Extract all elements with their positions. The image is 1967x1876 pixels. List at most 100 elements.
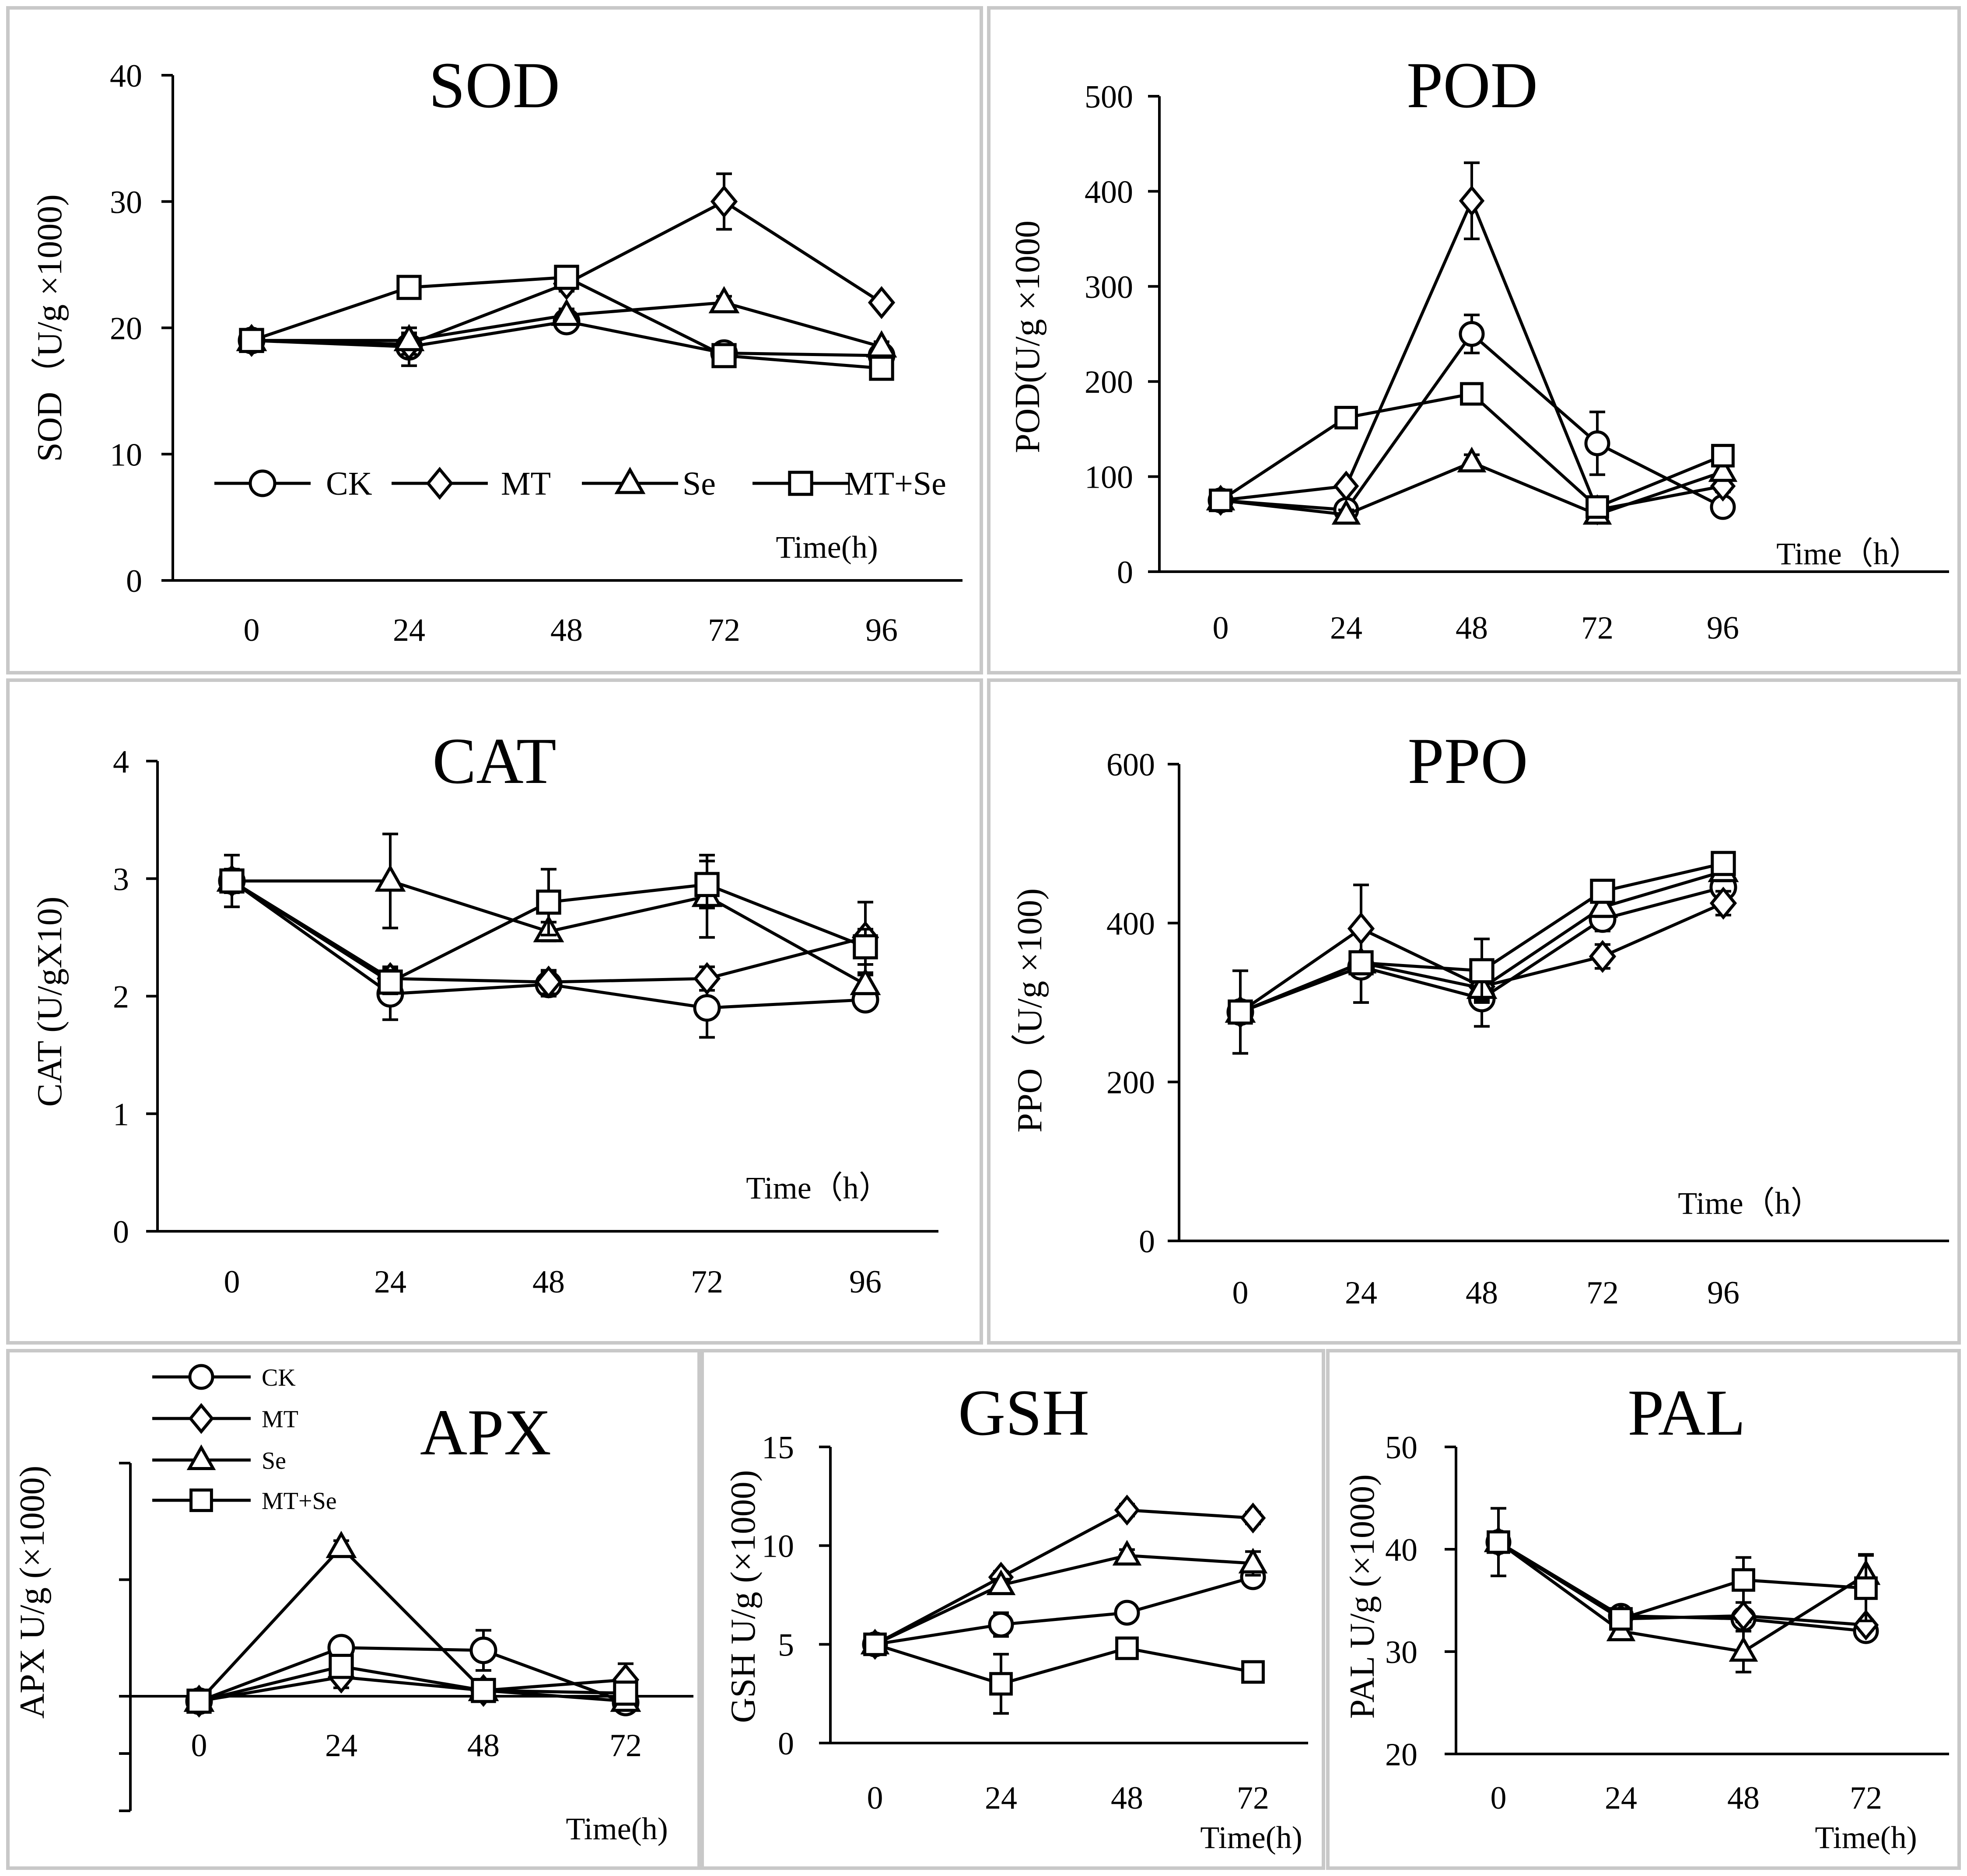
pal-y-tick-label: 50 [1385, 1430, 1418, 1466]
legend-label: CK [262, 1364, 296, 1391]
pod-x-tick-label: 96 [1707, 610, 1739, 646]
sod-point-square [711, 343, 737, 368]
gsh-point-square [1241, 1660, 1265, 1684]
gsh-point-diamond [1114, 1495, 1140, 1526]
sod-y-tick-label: 0 [126, 563, 142, 599]
ppo-point-triangle [1587, 891, 1618, 918]
apx-point-square [471, 1678, 496, 1703]
pod-y-tick-label: 100 [1085, 460, 1133, 496]
gsh-x-tick-label: 48 [1111, 1780, 1143, 1816]
cat-y-tick-label: 3 [113, 862, 129, 898]
ppo-point-square [1469, 958, 1494, 984]
gsh-x-tick-label: 0 [867, 1780, 883, 1816]
sod-point-diamond [868, 286, 896, 319]
panel-frame-7 [1326, 1349, 1961, 1870]
cat-x-axis-label: Time（h） [746, 1170, 890, 1205]
ppo-title: PPO [1407, 725, 1528, 797]
ppo-y-tick-label: 200 [1106, 1065, 1155, 1101]
apx-series-mt-se [186, 1654, 638, 1714]
ppo-x-tick-label: 0 [1232, 1275, 1249, 1311]
ppo-y-tick-label: 0 [1139, 1224, 1155, 1260]
gsh-point-square [1115, 1636, 1139, 1660]
sod-point-square [554, 265, 579, 290]
gsh-x-tick-label: 24 [985, 1780, 1017, 1816]
pod-x-tick-label: 72 [1581, 610, 1614, 646]
panel-frame-5 [6, 1349, 701, 1870]
pal-y-tick-label: 20 [1385, 1737, 1418, 1773]
pal-point-square [1487, 1530, 1510, 1554]
ppo-y-tick-label: 400 [1106, 906, 1155, 942]
legend-label: MT+Se [262, 1488, 337, 1515]
cat-point-triangle [374, 864, 406, 892]
pal-title: PAL [1628, 1376, 1746, 1449]
legend-marker-diamond [188, 1403, 214, 1434]
pod-x-tick-label: 24 [1330, 610, 1362, 646]
legend-marker-triangle [614, 467, 646, 494]
apx-line-MT+Se [199, 1665, 626, 1703]
apx-y-axis-label: APX U/g (×1000) [13, 1466, 52, 1719]
cat-x-tick-label: 48 [532, 1264, 565, 1300]
cat-y-axis-label: CAT (U/gX10) [31, 897, 69, 1107]
legend-marker-diamond [426, 467, 454, 500]
legend-label: MT [262, 1406, 298, 1433]
gsh-y-axis-label: GSH U/g (×1000) [724, 1470, 763, 1723]
pal-point-diamond [1730, 1600, 1757, 1631]
cat-title: CAT [432, 725, 556, 797]
pal-chart: PAL PAL U/g (×1000)20 30 40 50 0 24 48 72 Time(h) [1343, 1376, 1949, 1855]
legend-label: CK [326, 465, 372, 502]
gsh-point-circle [1114, 1600, 1140, 1626]
ppo-point-diamond [1347, 912, 1375, 945]
pod-x-tick-label: 48 [1456, 610, 1488, 646]
legend-marker-square [189, 1488, 213, 1512]
apx-x-tick-label: 24 [325, 1728, 357, 1764]
sod-point-diamond [710, 185, 738, 218]
sod-point-square [239, 328, 264, 353]
gsh-point-square [989, 1672, 1013, 1696]
sod-x-tick-label: 96 [865, 612, 898, 648]
gsh-chart: GSH GSH U/g (×1000) 0 5 10 15 0 24 48 72 Time(h) [724, 1376, 1308, 1855]
gsh-point-triangle [1238, 1548, 1268, 1574]
pal-point-square [1609, 1607, 1633, 1631]
cat-x-tick-label: 24 [374, 1264, 406, 1300]
legend-marker-circle [248, 469, 276, 497]
pod-y-tick-label: 400 [1085, 174, 1133, 210]
ppo-point-diamond [1709, 887, 1737, 920]
apx-x-tick-label: 48 [467, 1728, 500, 1764]
sod-series-mt-se [239, 265, 894, 381]
cat-point-square [536, 889, 561, 915]
ppo-x-tick-label: 72 [1586, 1275, 1619, 1311]
cat-series-mt-se [219, 859, 878, 996]
pod-point-square [1334, 405, 1358, 430]
cat-chart: CAT CAT (U/gX10) 0 1 2 3 4 0 24 48 72 96 Time（h） [31, 725, 938, 1300]
pal-y-tick-label: 30 [1385, 1635, 1418, 1670]
pod-y-tick-label: 300 [1085, 269, 1133, 305]
pal-x-tick-label: 0 [1491, 1780, 1507, 1816]
ppo-point-square [1711, 851, 1736, 876]
pal-x-axis-label: Time(h) [1815, 1820, 1917, 1855]
apx-line-MT [199, 1675, 626, 1703]
ppo-x-tick-label: 24 [1345, 1275, 1377, 1311]
gsh-point-triangle [1112, 1540, 1142, 1566]
cat-y-tick-label: 4 [113, 744, 129, 780]
sod-point-triangle [393, 324, 425, 351]
ppo-point-diamond [1589, 940, 1617, 973]
apx-point-square [329, 1654, 354, 1679]
gsh-y-tick-label: 0 [778, 1726, 794, 1762]
gsh-y-tick-label: 5 [778, 1627, 794, 1663]
legend-marker-circle [188, 1364, 214, 1390]
cat-y-tick-label: 2 [113, 979, 129, 1015]
apx-point-square [186, 1688, 212, 1714]
gsh-point-circle [988, 1611, 1014, 1638]
cat-point-triangle [850, 968, 881, 996]
pal-y-axis-label: PAL U/g (×1000) [1343, 1474, 1382, 1719]
sod-x-tick-label: 24 [393, 612, 425, 648]
cat-y-tick-label: 1 [113, 1097, 129, 1132]
pal-x-tick-label: 24 [1605, 1780, 1637, 1816]
apx-legend: CK MT Se MT+Se [152, 1364, 337, 1515]
ppo-x-axis-label: Time（h） [1678, 1186, 1822, 1221]
ppo-y-tick-label: 600 [1106, 747, 1155, 783]
pod-point-triangle [1457, 447, 1487, 472]
cat-x-tick-label: 72 [691, 1264, 723, 1300]
pal-y-tick-label: 40 [1385, 1532, 1418, 1568]
